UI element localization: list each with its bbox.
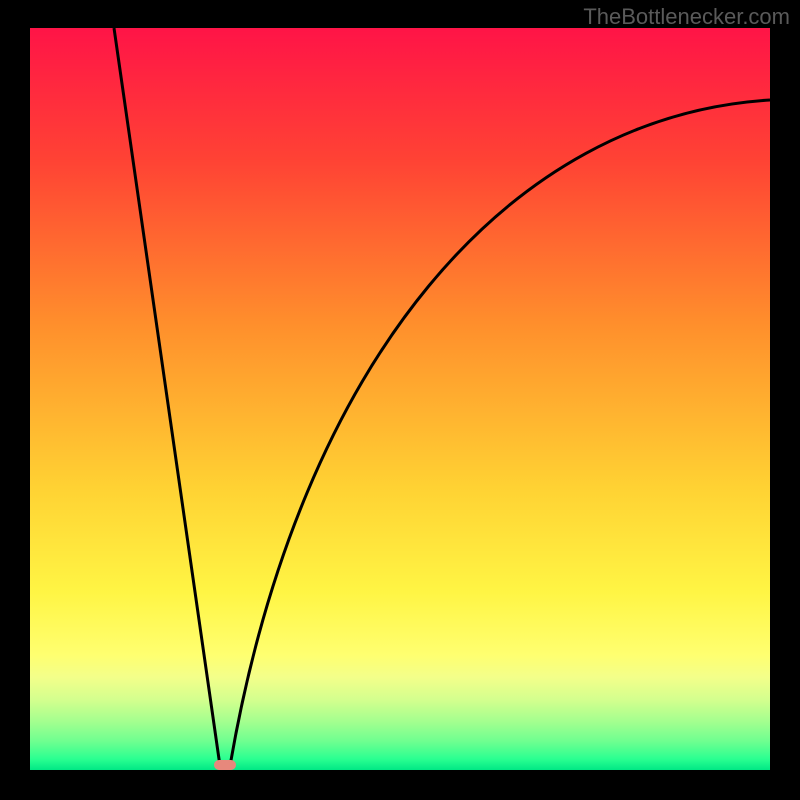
chart-container: TheBottlenecker.com bbox=[0, 0, 800, 800]
curve-right-branch bbox=[230, 100, 770, 766]
bottleneck-curve bbox=[30, 28, 770, 770]
watermark-text: TheBottlenecker.com bbox=[583, 4, 790, 30]
curve-left-branch bbox=[114, 28, 220, 766]
plot-area bbox=[30, 28, 770, 770]
sweet-spot-marker bbox=[214, 760, 236, 770]
